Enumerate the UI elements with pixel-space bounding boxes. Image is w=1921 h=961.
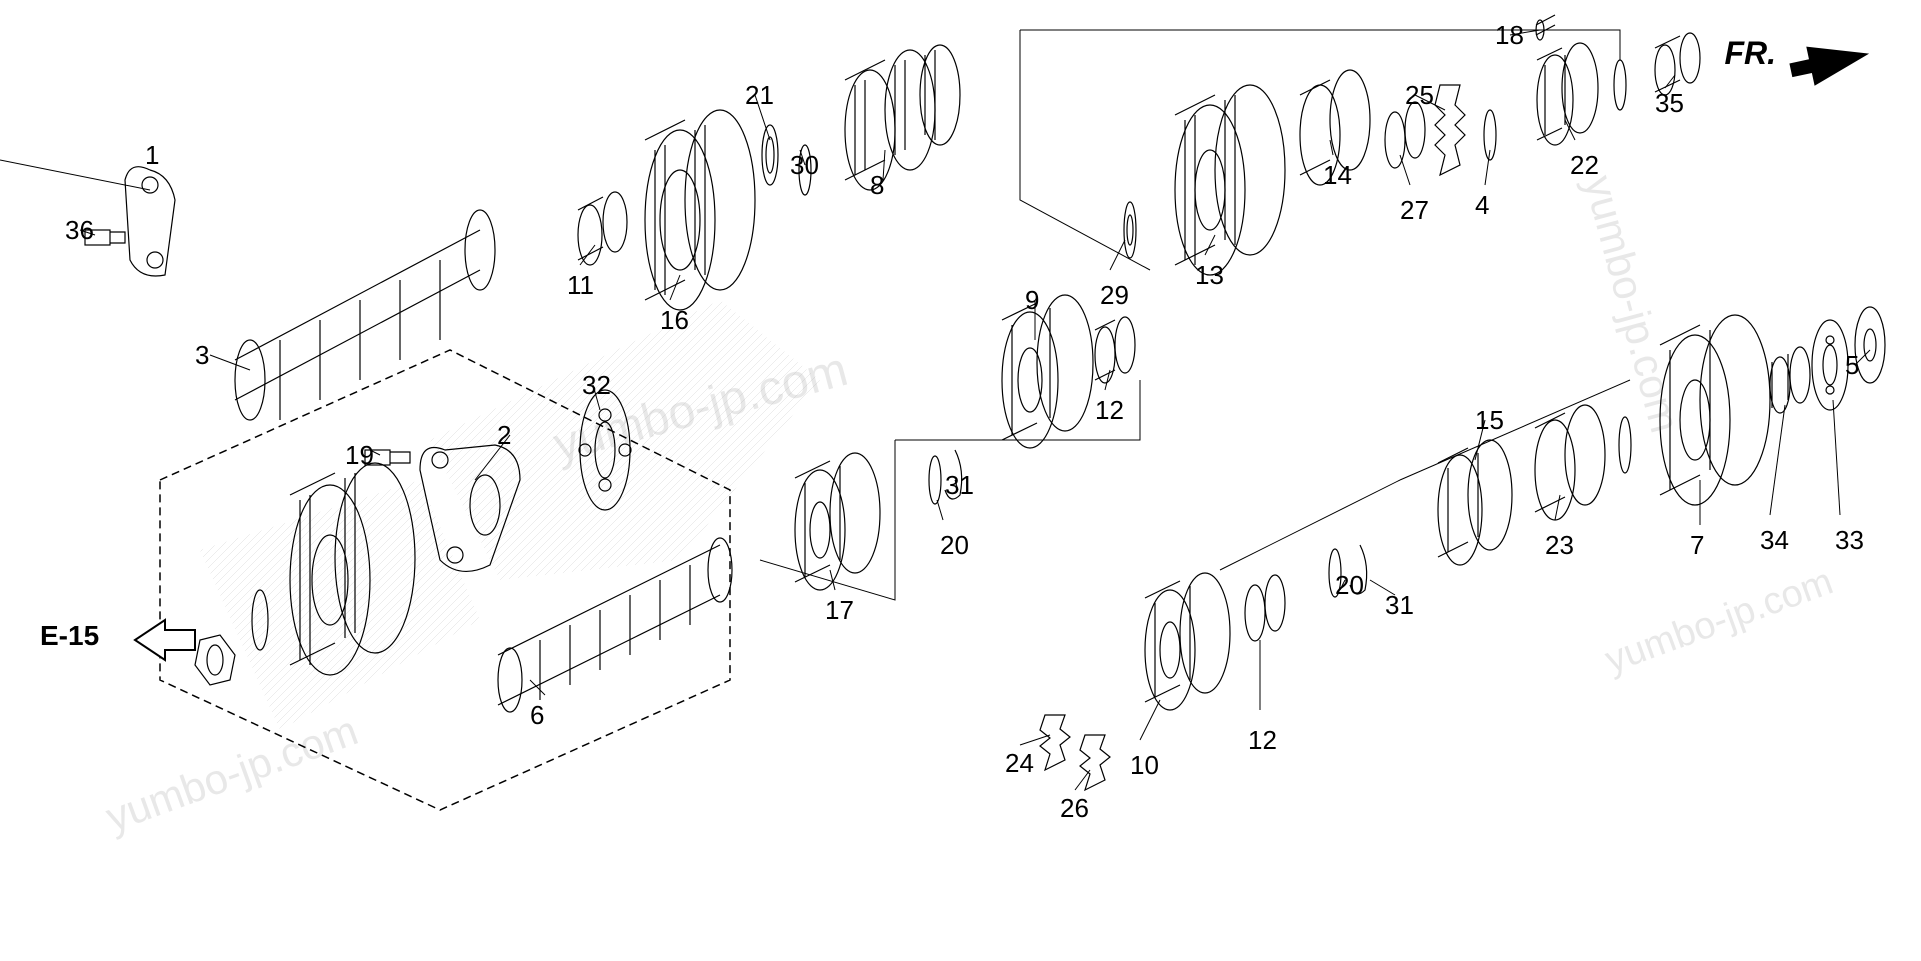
callout-number: 34 [1760,525,1789,556]
callout-number: 19 [345,440,374,471]
callout-number: 10 [1130,750,1159,781]
callout-number: 22 [1570,150,1599,181]
callout-number: 12 [1248,725,1277,756]
callout-number: 23 [1545,530,1574,561]
callout-number: 15 [1475,405,1504,436]
callout-number: 20 [940,530,969,561]
callout-number: 14 [1323,160,1352,191]
callout-number: 9 [1025,285,1039,316]
callout-number: 24 [1005,748,1034,779]
callout-number: 2 [497,420,511,451]
e15-label: E-15 [40,620,99,652]
fr-label: FR. [1724,35,1776,72]
callout-number: 21 [745,80,774,111]
callout-number: 12 [1095,395,1124,426]
callout-number: 3 [195,340,209,371]
callout-number: 8 [870,170,884,201]
callout-number: 20 [1335,570,1364,601]
callout-number: 5 [1845,350,1859,381]
callout-number: 7 [1690,530,1704,561]
callout-number: 31 [945,470,974,501]
callout-number: 13 [1195,260,1224,291]
callout-number: 33 [1835,525,1864,556]
callout-number: 25 [1405,80,1434,111]
callout-number: 29 [1100,280,1129,311]
callout-number: 36 [65,215,94,246]
callout-number: 27 [1400,195,1429,226]
callout-number: 26 [1060,793,1089,824]
callout-number: 4 [1475,190,1489,221]
callout-number: 6 [530,700,544,731]
callout-number: 32 [582,370,611,401]
callout-number: 17 [825,595,854,626]
callout-number: 35 [1655,88,1684,119]
callout-number: 16 [660,305,689,336]
fr-direction-indicator: FR. [1724,35,1776,72]
callout-number: 30 [790,150,819,181]
callout-number: 1 [145,140,159,171]
callout-number: 31 [1385,590,1414,621]
callout-number: 18 [1495,20,1524,51]
callout-number: 11 [567,270,594,301]
e15-reference: E-15 [40,620,99,652]
